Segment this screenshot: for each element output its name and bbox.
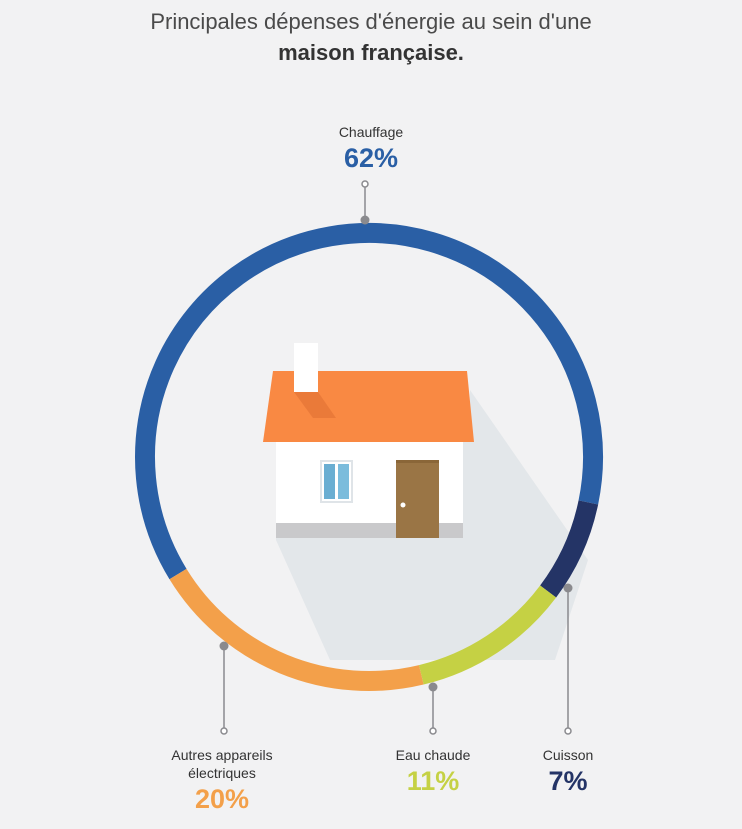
label-cuisson-name: Cuisson [542, 747, 594, 763]
donut-segment-chauffage [135, 223, 603, 580]
label-chauffage-name: Chauffage [338, 124, 404, 140]
leader-lines [219, 180, 573, 735]
label-eau-chaude: Eau chaude 11% [333, 746, 533, 798]
donut-segment-cuisson [540, 500, 599, 598]
label-cuisson-pct: 7% [548, 766, 588, 796]
chart-title-line2: maison française. [278, 40, 464, 65]
label-autres-pct: 20% [194, 784, 250, 814]
label-chauffage-pct: 62% [343, 143, 399, 173]
label-eau-chaude-pct: 11% [406, 766, 460, 796]
chart-title: Principales dépenses d'énergie au sein d… [71, 6, 671, 68]
donut-segment-eau-chaude [418, 585, 557, 685]
label-cuisson: Cuisson 7% [468, 746, 668, 798]
label-chauffage: Chauffage 62% [271, 123, 471, 175]
label-autres: Autres appareils électriques 20% [122, 746, 322, 816]
donut-segment-autres-appareils-lectriques [169, 568, 424, 691]
donut-ring [135, 223, 603, 691]
label-autres-name-line2: électriques [188, 765, 256, 781]
label-autres-name-line1: Autres appareils [171, 747, 273, 763]
chart-title-line1: Principales dépenses d'énergie au sein d… [150, 9, 592, 34]
label-eau-chaude-name: Eau chaude [395, 747, 471, 763]
house-illustration-icon [263, 343, 588, 660]
